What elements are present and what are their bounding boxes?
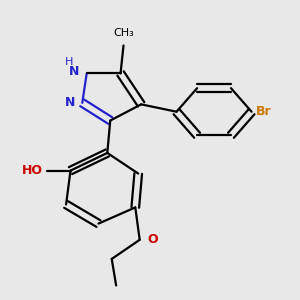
Text: HO: HO (22, 164, 43, 177)
Text: N: N (64, 96, 75, 110)
Text: O: O (147, 233, 158, 246)
Text: CH₃: CH₃ (113, 28, 134, 38)
Text: Br: Br (256, 105, 272, 118)
Text: H: H (65, 57, 73, 67)
Text: N: N (69, 65, 79, 79)
